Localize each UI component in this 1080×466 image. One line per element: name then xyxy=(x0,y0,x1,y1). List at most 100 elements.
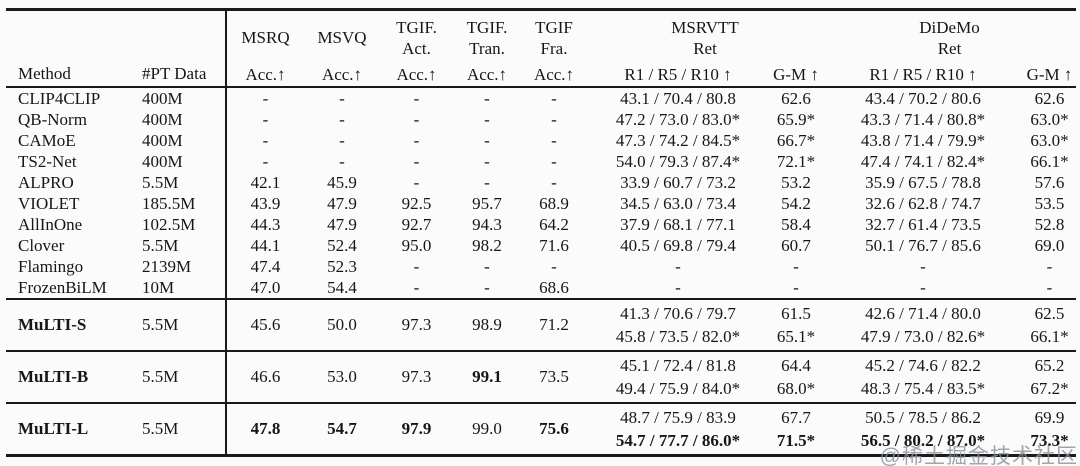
msrvtt-cell: 41.3 / 70.6 / 79.7 45.8 / 73.5 / 82.0* xyxy=(587,299,769,351)
msvq-cell: 47.9 xyxy=(327,194,357,213)
tgif-act-cell: - xyxy=(413,278,420,297)
tgif-act-cell: 95.0 xyxy=(401,236,432,255)
table-row-multi-b: MuLTI-B 5.5M 46.6 53.0 97.3 99.1 73.5 45… xyxy=(6,351,1076,403)
didemo-line2: 48.3 / 75.4 / 83.5* xyxy=(860,379,986,398)
tgif-fra-cell: 68.6 xyxy=(539,278,569,297)
gm-line1: 69.9 xyxy=(1034,408,1065,427)
method-cell: CLIP4CLIP xyxy=(18,89,101,108)
method-cell: TS2-Net xyxy=(18,152,77,171)
header-msvq: MSVQ xyxy=(317,28,367,47)
didemo-cell: 43.3 / 71.4 / 80.8* xyxy=(860,110,986,129)
msvq-cell: 53.0 xyxy=(327,367,357,386)
tgif-fra-cell: 68.9 xyxy=(539,194,569,213)
msrvtt-line1: 41.3 / 70.6 / 79.7 xyxy=(620,304,736,323)
gm-line2: 65.1* xyxy=(776,327,816,346)
didemo-cell: 43.4 / 70.2 / 80.6 xyxy=(865,89,981,108)
tgif-tran-cell: 95.7 xyxy=(472,194,502,213)
msrq-cell: - xyxy=(262,110,269,129)
tgif-tran-cell: 98.9 xyxy=(472,315,502,334)
msrvtt-line2: 45.8 / 73.5 / 82.0* xyxy=(615,327,741,346)
msrq-cell: 44.1 xyxy=(250,236,281,255)
header-tgif-act-acc: Acc.↑ xyxy=(396,65,437,84)
msrq-cell: 46.6 xyxy=(250,367,281,386)
gm-line2: 73.3* xyxy=(1030,431,1069,450)
pt-cell: 400M xyxy=(138,130,227,151)
didemo-cell: 50.5 / 78.5 / 86.2 56.5 / 80.2 / 87.0* xyxy=(823,403,1023,456)
didemo-line2: 47.9 / 73.0 / 82.6* xyxy=(860,327,986,346)
tgif-fra-cell: - xyxy=(551,89,557,108)
didemo-gm-cell: 69.9 73.3* xyxy=(1023,403,1076,456)
method-cell: QB-Norm xyxy=(18,110,87,129)
didemo-line2: 56.5 / 80.2 / 87.0* xyxy=(860,431,986,450)
didemo-gm-cell: 57.6 xyxy=(1034,173,1065,192)
method-cell: MuLTI-S xyxy=(18,315,87,334)
msrvtt-cell: 47.3 / 74.2 / 84.5* xyxy=(615,131,741,150)
didemo-cell: - xyxy=(920,278,926,297)
header-tgif-tran: TGIF. Tran. xyxy=(466,17,508,58)
header-msrvtt-recall: R1 / R5 / R10 ↑ xyxy=(624,65,732,84)
msrq-cell: - xyxy=(262,152,269,171)
msrq-cell: - xyxy=(262,131,269,150)
tgif-act-cell: - xyxy=(413,257,420,276)
msvq-cell: 52.3 xyxy=(327,257,357,276)
msrvtt-cell: 45.1 / 72.4 / 81.8 49.4 / 75.9 / 84.0* xyxy=(587,351,769,403)
msrvtt-gm-cell: 58.4 xyxy=(781,215,811,234)
tgif-act-cell: - xyxy=(413,110,420,129)
pt-cell: 400M xyxy=(138,151,227,172)
tgif-tran-cell: 99.0 xyxy=(472,419,502,438)
method-cell: AllInOne xyxy=(18,215,83,234)
tgif-fra-cell: - xyxy=(551,152,557,171)
table-row-clip4clip: CLIP4CLIP 400M - - - - - 43.1 / 70.4 / 8… xyxy=(6,87,1076,109)
didemo-line1: 45.2 / 74.6 / 82.2 xyxy=(865,356,981,375)
method-cell: FrozenBiLM xyxy=(18,278,107,297)
tgif-fra-cell: - xyxy=(551,173,557,192)
didemo-cell: 32.6 / 62.8 / 74.7 xyxy=(865,194,981,213)
msvq-cell: 52.4 xyxy=(327,236,357,255)
msrvtt-cell: 33.9 / 60.7 / 73.2 xyxy=(620,173,736,192)
header-msrq: MSRQ xyxy=(241,28,290,47)
results-table: Method #PT Data MSRQ MSVQ TGIF. Act. TGI… xyxy=(6,8,1077,457)
msrvtt-gm-cell: 72.1* xyxy=(776,152,816,171)
gm-line2: 66.1* xyxy=(1030,327,1069,346)
header-msrvtt-gm: G-M ↑ xyxy=(773,65,819,84)
msrvtt-cell: 37.9 / 68.1 / 77.1 xyxy=(620,215,736,234)
gm-line1: 64.4 xyxy=(781,356,811,375)
header-tgif-fra-acc: Acc.↑ xyxy=(533,65,575,84)
method-cell: Clover xyxy=(18,236,65,255)
didemo-cell: 50.1 / 76.7 / 85.6 xyxy=(865,236,981,255)
msvq-cell: 54.7 xyxy=(327,419,357,438)
msvq-cell: - xyxy=(339,152,345,171)
tgif-act-cell: - xyxy=(413,152,420,171)
tgif-act-cell: 97.3 xyxy=(401,315,432,334)
tgif-tran-cell: - xyxy=(484,131,490,150)
msrvtt-gm-cell: 64.4 68.0* xyxy=(769,351,823,403)
didemo-gm-cell: 65.2 67.2* xyxy=(1023,351,1076,403)
gm-line2: 71.5* xyxy=(776,431,816,450)
msrvtt-cell: 43.1 / 70.4 / 80.8 xyxy=(620,89,736,108)
msrvtt-gm-cell: - xyxy=(793,278,799,297)
didemo-cell: 45.2 / 74.6 / 82.2 48.3 / 75.4 / 83.5* xyxy=(823,351,1023,403)
msrq-cell: 44.3 xyxy=(250,215,281,234)
tgif-act-cell: 92.5 xyxy=(401,194,432,213)
table-header: Method #PT Data MSRQ MSVQ TGIF. Act. TGI… xyxy=(6,9,1077,87)
tgif-act-cell: 97.9 xyxy=(401,419,432,438)
msrvtt-line2: 54.7 / 77.7 / 86.0* xyxy=(615,431,741,450)
msrq-cell: 47.4 xyxy=(250,257,281,276)
pt-cell: 185.5M xyxy=(138,193,227,214)
msrvtt-gm-cell: 61.5 65.1* xyxy=(769,299,823,351)
pt-cell: 102.5M xyxy=(138,214,227,235)
pt-cell: 2139M xyxy=(138,256,227,277)
msrvtt-gm-cell: 62.6 xyxy=(781,89,811,108)
pt-cell: 400M xyxy=(138,109,227,130)
gm-line1: 65.2 xyxy=(1034,356,1065,375)
msvq-cell: 54.4 xyxy=(327,278,357,297)
tgif-tran-cell: - xyxy=(484,110,490,129)
gm-line2: 68.0* xyxy=(776,379,816,398)
didemo-gm-cell: - xyxy=(1046,278,1053,297)
didemo-gm-cell: 62.5 66.1* xyxy=(1023,299,1076,351)
tgif-fra-cell: 75.6 xyxy=(539,419,569,438)
tgif-act-cell: - xyxy=(413,173,420,192)
header-msvq-acc: Acc.↑ xyxy=(321,65,363,84)
pt-cell: 400M xyxy=(138,87,227,109)
table-row-camoe: CAMoE 400M - - - - - 47.3 / 74.2 / 84.5*… xyxy=(6,130,1076,151)
